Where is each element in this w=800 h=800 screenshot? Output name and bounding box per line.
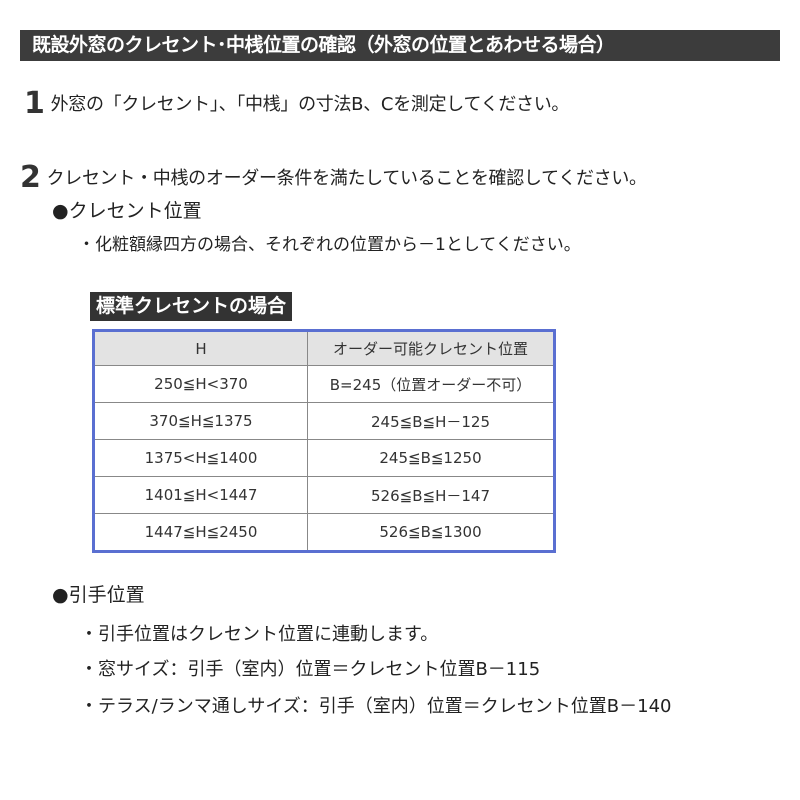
crescent-heading: ●クレセント位置 [52, 200, 202, 222]
step-text: クレセント・中桟のオーダー条件を満たしていることを確認してください。 [46, 168, 647, 189]
crescent-note: ・化粧額縁四方の場合、それぞれの位置から－1としてください。 [78, 235, 581, 255]
cell-h: 370≦H≦1375 [93, 402, 308, 440]
cell-b: 526≦B≦1300 [307, 513, 555, 552]
handle-item: ・窓サイズ：引手（室内）位置＝クレセント位置B－115 [80, 659, 541, 680]
cell-b: 245≦B≦H－125 [307, 402, 555, 440]
crescent-table: H オーダー可能クレセント位置 250≦H<370 B=245（位置オーダー不可）… [92, 329, 556, 553]
step-2: 2 クレセント・中桟のオーダー条件を満たしていることを確認してください。 [20, 160, 647, 195]
step-number: 2 [20, 160, 41, 195]
cell-h: 1447≦H≦2450 [93, 513, 308, 552]
header-position: オーダー可能クレセント位置 [307, 330, 555, 366]
table-row: 1401≦H<1447 526≦B≦H－147 [93, 476, 555, 514]
section-title: 既設外窓のクレセント･中桟位置の確認（外窓の位置とあわせる場合） [20, 30, 780, 61]
cell-b: 526≦B≦H－147 [307, 476, 555, 514]
table-header-row: H オーダー可能クレセント位置 [93, 330, 555, 366]
header-h: H [93, 330, 308, 366]
table-row: 370≦H≦1375 245≦B≦H－125 [93, 402, 555, 440]
handle-item: ・引手位置はクレセント位置に連動します。 [80, 624, 439, 645]
cell-b: 245≦B≦1250 [307, 439, 555, 477]
step-number: 1 [24, 86, 45, 121]
cell-h: 1375<H≦1400 [93, 439, 308, 477]
cell-b: B=245（位置オーダー不可） [307, 365, 555, 403]
table-label: 標準クレセントの場合 [90, 292, 293, 321]
step-text: 外窓の「クレセント」、「中桟」の寸法B、Cを測定してください。 [50, 94, 570, 115]
handle-heading: ●引手位置 [52, 584, 145, 606]
table-row: 1447≦H≦2450 526≦B≦1300 [93, 513, 555, 552]
table-row: 250≦H<370 B=245（位置オーダー不可） [93, 365, 555, 403]
handle-item: ・テラス/ランマ通しサイズ：引手（室内）位置＝クレセント位置B－140 [80, 696, 672, 717]
cell-h: 250≦H<370 [93, 365, 308, 403]
table-row: 1375<H≦1400 245≦B≦1250 [93, 439, 555, 477]
cell-h: 1401≦H<1447 [93, 476, 308, 514]
step-1: 1 外窓の「クレセント」、「中桟」の寸法B、Cを測定してください。 [24, 86, 569, 121]
